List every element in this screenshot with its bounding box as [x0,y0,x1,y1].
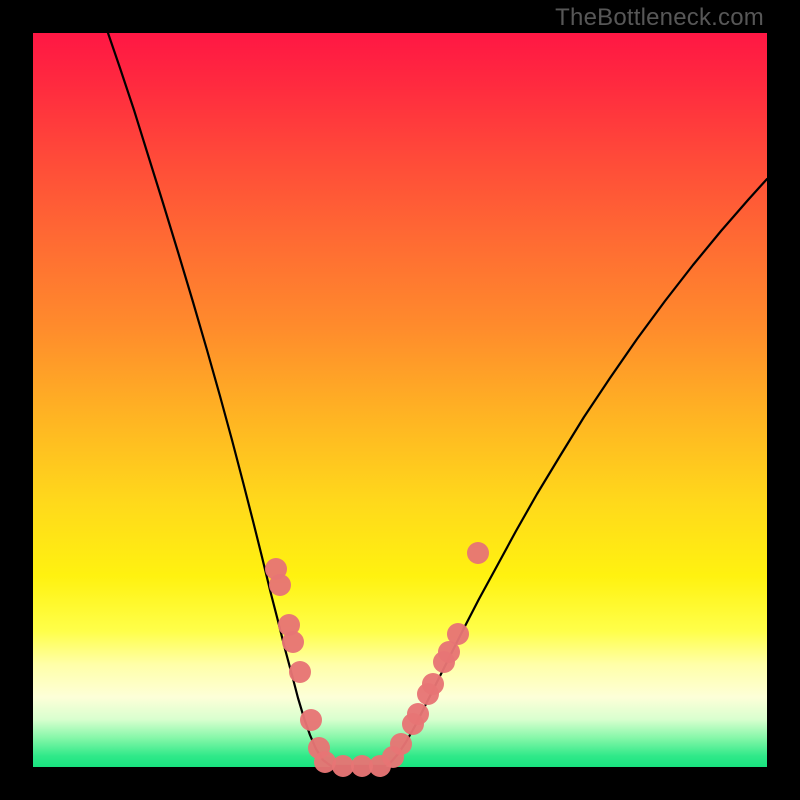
chart-container: TheBottleneck.com [0,0,800,800]
watermark-text: TheBottleneck.com [555,4,764,32]
plot-area [33,33,767,767]
